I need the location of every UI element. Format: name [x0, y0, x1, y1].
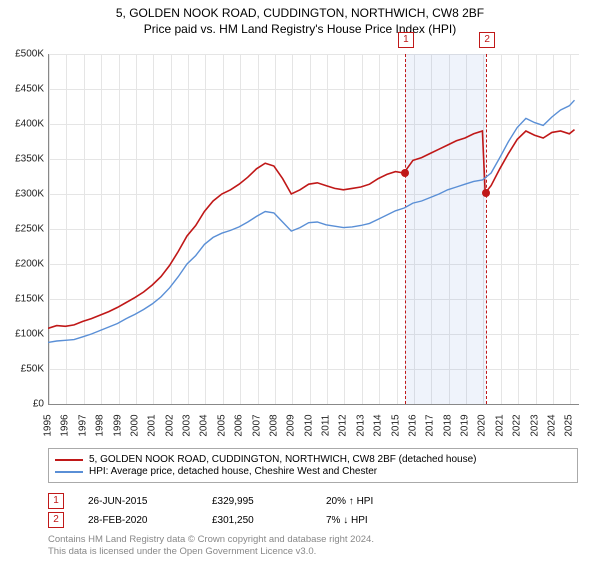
event-table: 1 26-JUN-2015 £329,995 20% ↑ HPI 2 28-FEB-202… [48, 490, 416, 531]
x-tick-label: 2014 [373, 414, 384, 436]
y-tick-label: £300K [15, 189, 44, 200]
chart-subtitle: Price paid vs. HM Land Registry's House … [0, 22, 600, 36]
x-tick-label: 2018 [442, 414, 453, 436]
event-marker: 2 [479, 32, 495, 48]
x-tick-label: 1997 [77, 414, 88, 436]
event-price: £301,250 [212, 515, 302, 526]
event-date: 26-JUN-2015 [88, 496, 188, 507]
legend-swatch [55, 459, 83, 461]
x-tick-label: 2002 [164, 414, 175, 436]
x-tick-label: 2016 [407, 414, 418, 436]
chart-title: 5, GOLDEN NOOK ROAD, CUDDINGTON, NORTHWI… [0, 6, 600, 20]
legend-label: 5, GOLDEN NOOK ROAD, CUDDINGTON, NORTHWI… [89, 454, 477, 465]
footer-line-1: Contains HM Land Registry data © Crown c… [48, 534, 374, 546]
x-tick-label: 2022 [512, 414, 523, 436]
event-marker: 1 [398, 32, 414, 48]
event-row: 1 26-JUN-2015 £329,995 20% ↑ HPI [48, 493, 416, 509]
x-tick-label: 1995 [43, 414, 54, 436]
x-tick-label: 2001 [147, 414, 158, 436]
event-row: 2 28-FEB-2020 £301,250 7% ↓ HPI [48, 512, 416, 528]
legend-row: 5, GOLDEN NOOK ROAD, CUDDINGTON, NORTHWI… [55, 454, 571, 465]
footer-line-2: This data is licensed under the Open Gov… [48, 546, 374, 558]
x-tick-label: 2008 [268, 414, 279, 436]
x-tick-label: 2011 [321, 415, 332, 437]
event-number-box: 1 [48, 493, 64, 509]
x-tick-label: 2000 [129, 414, 140, 436]
x-tick-label: 2025 [564, 414, 575, 436]
event-number-box: 2 [48, 512, 64, 528]
legend-label: HPI: Average price, detached house, Ches… [89, 466, 377, 477]
x-tick-label: 2003 [182, 414, 193, 436]
y-tick-label: £500K [15, 49, 44, 60]
series-line [48, 100, 575, 342]
y-tick-label: £350K [15, 154, 44, 165]
y-tick-label: £100K [15, 329, 44, 340]
y-tick-label: £0 [33, 399, 44, 410]
x-tick-label: 1998 [95, 414, 106, 436]
event-date: 28-FEB-2020 [88, 515, 188, 526]
x-tick-label: 2017 [425, 414, 436, 436]
series-line [48, 130, 575, 329]
x-tick-label: 2023 [529, 414, 540, 436]
event-delta: 7% ↓ HPI [326, 515, 416, 526]
x-tick-label: 2019 [460, 414, 471, 436]
x-tick-label: 2010 [303, 414, 314, 436]
y-tick-label: £50K [21, 364, 44, 375]
x-tick-label: 2009 [286, 414, 297, 436]
x-tick-label: 1996 [60, 414, 71, 436]
legend: 5, GOLDEN NOOK ROAD, CUDDINGTON, NORTHWI… [48, 448, 578, 483]
x-tick-label: 1999 [112, 414, 123, 436]
x-tick-label: 2006 [234, 414, 245, 436]
legend-swatch [55, 471, 83, 473]
y-tick-label: £150K [15, 294, 44, 305]
x-tick-label: 2005 [216, 414, 227, 436]
x-tick-label: 2015 [390, 414, 401, 436]
chart-area: 12 £0£50K£100K£150K£200K£250K£300K£350K£… [48, 54, 578, 434]
x-tick-label: 2004 [199, 414, 210, 436]
x-tick-label: 2012 [338, 414, 349, 436]
y-tick-label: £200K [15, 259, 44, 270]
x-tick-label: 2021 [494, 414, 505, 436]
legend-row: HPI: Average price, detached house, Ches… [55, 466, 571, 477]
x-tick-label: 2007 [251, 414, 262, 436]
x-tick-label: 2020 [477, 414, 488, 436]
footer-attribution: Contains HM Land Registry data © Crown c… [48, 534, 374, 558]
x-tick-label: 2024 [546, 414, 557, 436]
event-price: £329,995 [212, 496, 302, 507]
chart-lines [48, 54, 578, 404]
y-tick-label: £400K [15, 119, 44, 130]
y-tick-label: £250K [15, 224, 44, 235]
y-tick-label: £450K [15, 84, 44, 95]
event-delta: 20% ↑ HPI [326, 496, 416, 507]
x-tick-label: 2013 [355, 414, 366, 436]
